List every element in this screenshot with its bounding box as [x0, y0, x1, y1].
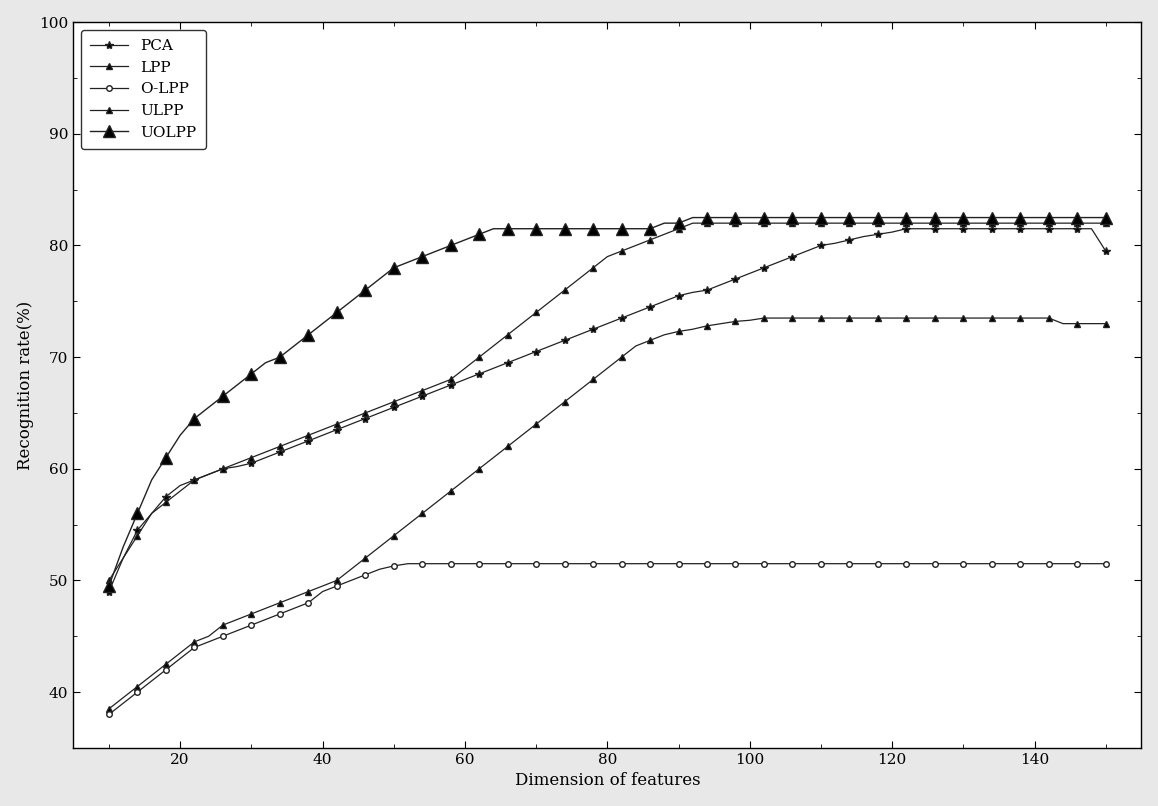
LPP: [102, 704, 116, 713]
O-LPP: [102, 709, 116, 719]
UOLPP: [1056, 213, 1070, 222]
UOLPP: [1099, 213, 1113, 222]
UOLPP: [686, 213, 699, 222]
LPP: [1056, 319, 1070, 329]
PCA: [586, 324, 600, 334]
UOLPP: [387, 263, 401, 272]
Line: PCA: PCA: [104, 225, 1109, 596]
ULPP: [131, 531, 145, 541]
O-LPP: [387, 561, 401, 571]
ULPP: [586, 263, 600, 272]
ULPP: [1056, 218, 1070, 228]
O-LPP: [871, 559, 885, 568]
ULPP: [387, 397, 401, 406]
PCA: [131, 526, 145, 535]
PCA: [1056, 224, 1070, 234]
LPP: [387, 531, 401, 541]
ULPP: [686, 218, 699, 228]
Line: ULPP: ULPP: [107, 220, 1108, 584]
O-LPP: [1099, 559, 1113, 568]
ULPP: [714, 218, 728, 228]
ULPP: [1099, 218, 1113, 228]
Legend: PCA, LPP, O-LPP, ULPP, UOLPP: PCA, LPP, O-LPP, ULPP, UOLPP: [81, 30, 206, 148]
O-LPP: [131, 688, 145, 697]
Y-axis label: Recognition rate(%): Recognition rate(%): [16, 301, 34, 470]
LPP: [586, 375, 600, 384]
UOLPP: [586, 224, 600, 234]
Line: UOLPP: UOLPP: [103, 212, 1112, 592]
O-LPP: [401, 559, 415, 568]
LPP: [131, 682, 145, 692]
PCA: [102, 587, 116, 596]
UOLPP: [871, 213, 885, 222]
ULPP: [871, 218, 885, 228]
Line: LPP: LPP: [105, 314, 1109, 713]
PCA: [900, 224, 914, 234]
LPP: [1099, 319, 1113, 329]
UOLPP: [131, 509, 145, 518]
PCA: [1099, 246, 1113, 256]
PCA: [857, 231, 871, 241]
O-LPP: [714, 559, 728, 568]
O-LPP: [1056, 559, 1070, 568]
ULPP: [102, 575, 116, 585]
X-axis label: Dimension of features: Dimension of features: [514, 772, 701, 789]
LPP: [871, 314, 885, 323]
LPP: [757, 314, 771, 323]
UOLPP: [102, 581, 116, 591]
LPP: [701, 321, 714, 330]
Line: O-LPP: O-LPP: [107, 561, 1108, 717]
PCA: [701, 285, 714, 295]
UOLPP: [714, 213, 728, 222]
PCA: [387, 402, 401, 412]
O-LPP: [600, 559, 614, 568]
